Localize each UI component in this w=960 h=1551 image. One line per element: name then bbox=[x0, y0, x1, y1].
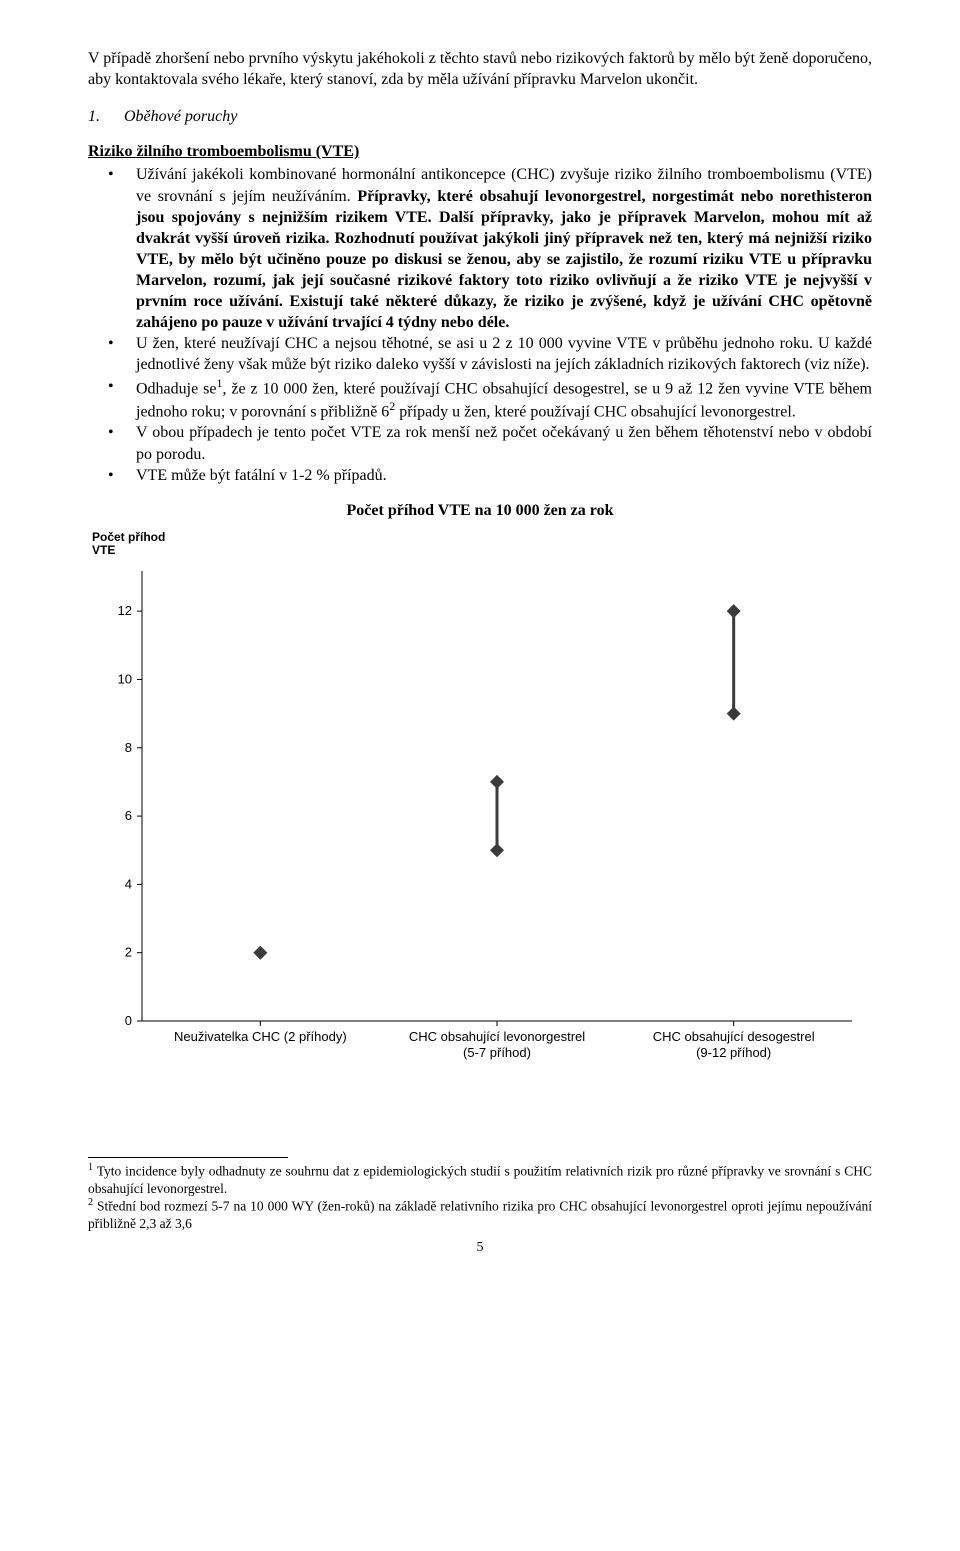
svg-text:12: 12 bbox=[118, 603, 132, 618]
chart-container: Počet příhod VTE 0 2 4 6 8 10 12 Neuživatelka C… bbox=[88, 531, 872, 1077]
bullet3-a: Odhaduje se bbox=[136, 380, 216, 397]
svg-text:10: 10 bbox=[118, 672, 132, 687]
svg-text:6: 6 bbox=[125, 808, 132, 823]
svg-text:4: 4 bbox=[125, 877, 132, 892]
page-number: 5 bbox=[88, 1239, 872, 1257]
list-item: V obou případech je tento počet VTE za r… bbox=[88, 422, 872, 464]
list-item: VTE může být fatální v 1-2 % případů. bbox=[88, 465, 872, 486]
vte-chart: 0 2 4 6 8 10 12 Neuživatelka CHC (2 příhody) CHC… bbox=[88, 557, 872, 1077]
svg-text:CHC obsahující levonorgestrel: CHC obsahující levonorgestrel bbox=[409, 1029, 585, 1044]
chart-title: Počet příhod VTE na 10 000 žen za rok bbox=[88, 500, 872, 521]
svg-text:(9-12 příhod): (9-12 příhod) bbox=[696, 1045, 771, 1060]
intro-paragraph: V případě zhoršení nebo prvního výskytu … bbox=[88, 48, 872, 90]
svg-text:CHC obsahující desogestrel: CHC obsahující desogestrel bbox=[653, 1029, 815, 1044]
footnote-text: Tyto incidence byly odhadnuty ze souhrnu… bbox=[88, 1164, 872, 1196]
footnote-separator bbox=[88, 1157, 288, 1158]
footnote-1: 1 Tyto incidence byly odhadnuty ze souhr… bbox=[88, 1162, 872, 1197]
section-title: Oběhové poruchy bbox=[124, 108, 237, 125]
footnote-text: Střední bod rozmezí 5-7 na 10 000 WY (že… bbox=[88, 1199, 872, 1231]
svg-text:0: 0 bbox=[125, 1013, 132, 1028]
bullet1-bold: Přípravky, které obsahují levonorgestrel… bbox=[136, 188, 872, 332]
section-number: 1. bbox=[88, 108, 100, 125]
svg-text:8: 8 bbox=[125, 740, 132, 755]
subheading: Riziko žilního tromboembolismu (VTE) bbox=[88, 141, 872, 162]
y-axis-label-line2: VTE bbox=[92, 543, 115, 557]
list-item: Užívání jakékoli kombinované hormonální … bbox=[88, 164, 872, 333]
svg-text:Neuživatelka CHC (2 příhody): Neuživatelka CHC (2 příhody) bbox=[174, 1029, 347, 1044]
footnote-2: 2 Střední bod rozmezí 5-7 na 10 000 WY (… bbox=[88, 1197, 872, 1232]
y-axis-label-line1: Počet příhod bbox=[92, 530, 165, 544]
section-heading: 1. Oběhové poruchy bbox=[88, 106, 872, 127]
list-item: Odhaduje se1, že z 10 000 žen, které pou… bbox=[88, 376, 872, 423]
svg-text:2: 2 bbox=[125, 945, 132, 960]
list-item: U žen, které neužívají CHC a nejsou těho… bbox=[88, 333, 872, 375]
svg-text:(5-7 příhod): (5-7 příhod) bbox=[463, 1045, 531, 1060]
bullet3-c: případy u žen, které používají CHC obsah… bbox=[395, 403, 796, 420]
y-axis-label: Počet příhod VTE bbox=[92, 531, 872, 557]
bullet-list: Užívání jakékoli kombinované hormonální … bbox=[88, 164, 872, 485]
